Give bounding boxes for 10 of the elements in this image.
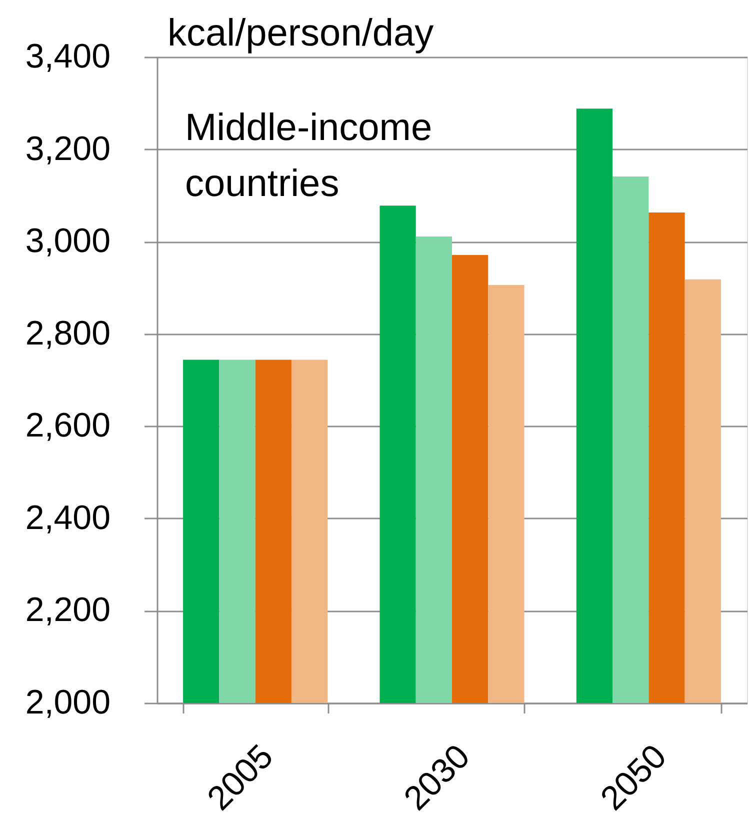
y-tick-label: 3,000 [25,222,110,260]
annotation: Middle-income countries [185,107,432,205]
y-tick-label: 2,200 [25,591,110,630]
y-tick-label: 2,400 [25,498,110,537]
y-tick-label: 3,200 [25,130,110,168]
y-tick-label: 2,000 [25,684,110,722]
y-tick-label: 2,600 [25,406,110,445]
y-axis-title: kcal/person/day [168,12,434,54]
y-tick-label: 3,400 [25,38,110,76]
y-tick-label: 2,800 [25,314,110,352]
